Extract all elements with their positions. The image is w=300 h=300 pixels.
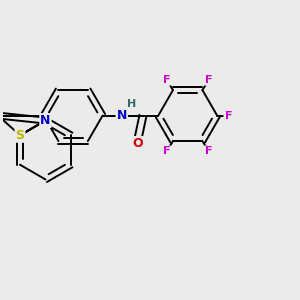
Text: H: H [128,99,137,110]
Text: N: N [40,114,51,127]
Text: F: F [205,146,213,156]
Text: F: F [163,75,170,85]
Text: S: S [16,129,25,142]
Text: F: F [225,111,232,121]
Text: F: F [205,75,213,85]
Text: N: N [117,109,127,122]
Text: O: O [132,137,143,150]
Text: F: F [163,146,170,156]
